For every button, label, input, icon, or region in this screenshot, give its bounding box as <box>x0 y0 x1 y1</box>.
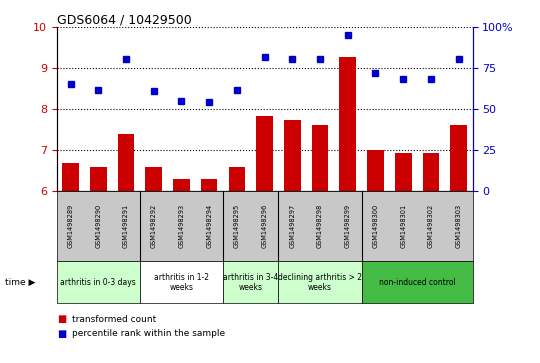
Text: GSM1498302: GSM1498302 <box>428 204 434 248</box>
Text: ■: ■ <box>57 329 66 339</box>
Text: non-induced control: non-induced control <box>379 278 455 287</box>
Bar <box>395 152 411 191</box>
Bar <box>367 150 384 191</box>
Text: GSM1498290: GSM1498290 <box>95 204 102 248</box>
Bar <box>450 125 467 191</box>
Text: arthritis in 3-4
weeks: arthritis in 3-4 weeks <box>223 273 278 292</box>
Text: ■: ■ <box>57 314 66 325</box>
Bar <box>145 167 162 191</box>
Text: GDS6064 / 10429500: GDS6064 / 10429500 <box>57 13 192 26</box>
Bar <box>312 125 328 191</box>
Text: GSM1498297: GSM1498297 <box>289 204 295 248</box>
Bar <box>173 179 190 191</box>
Text: GSM1498293: GSM1498293 <box>178 204 185 248</box>
Bar <box>284 120 301 191</box>
Text: GSM1498300: GSM1498300 <box>373 204 379 248</box>
Bar <box>228 167 245 191</box>
Bar <box>201 179 218 191</box>
Text: GSM1498301: GSM1498301 <box>400 204 406 248</box>
Text: arthritis in 1-2
weeks: arthritis in 1-2 weeks <box>154 273 209 292</box>
Bar <box>90 167 106 191</box>
Text: GSM1498289: GSM1498289 <box>68 204 73 248</box>
Text: GSM1498295: GSM1498295 <box>234 204 240 248</box>
Bar <box>118 134 134 191</box>
Text: arthritis in 0-3 days: arthritis in 0-3 days <box>60 278 136 287</box>
Text: percentile rank within the sample: percentile rank within the sample <box>72 330 225 338</box>
Text: transformed count: transformed count <box>72 315 156 324</box>
Bar <box>340 57 356 191</box>
Text: time ▶: time ▶ <box>5 278 36 287</box>
Text: declining arthritis > 2
weeks: declining arthritis > 2 weeks <box>278 273 362 292</box>
Text: GSM1498296: GSM1498296 <box>261 204 268 248</box>
Bar <box>423 152 439 191</box>
Text: GSM1498303: GSM1498303 <box>456 204 462 248</box>
Text: GSM1498299: GSM1498299 <box>345 204 351 248</box>
Text: GSM1498298: GSM1498298 <box>317 204 323 248</box>
Text: GSM1498292: GSM1498292 <box>151 204 157 248</box>
Bar <box>62 163 79 191</box>
Bar <box>256 116 273 191</box>
Text: GSM1498291: GSM1498291 <box>123 204 129 248</box>
Text: GSM1498294: GSM1498294 <box>206 204 212 248</box>
